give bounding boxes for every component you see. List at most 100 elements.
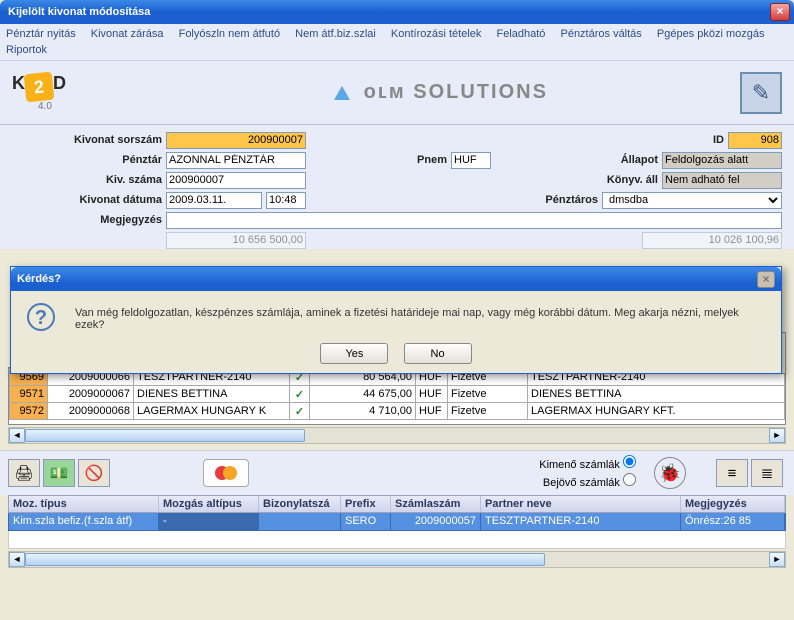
dialog-text: Van még feldolgozatlan, készpénzes száml… [75,303,765,331]
dlm-logo: oʟᴍ SOLUTIONS [142,81,740,104]
table-row[interactable]: 95712009000067 DIENES BETTINA ✓44 675,00HU… [10,386,785,403]
cell-id: 2009000067 [48,386,134,403]
main-hscroll[interactable]: ◄ ► [8,427,786,444]
cell-id: 2009000068 [48,403,134,420]
radio-bejovo[interactable] [623,473,636,486]
dialog-titlebar: Kérdés? × [11,267,781,291]
edit-button[interactable]: ✎ [740,72,782,114]
label-megjegyzes: Megjegyzés [12,214,162,226]
label-penztar: Pénztár [12,154,162,166]
money-button[interactable]: 💵 [43,459,75,487]
cell-prefix: SERO [341,513,391,530]
select-penztaros[interactable]: dmsdba [602,192,782,209]
table-row[interactable]: 95722009000068LAGERMAX HUNGARY K✓4 710,0… [10,403,785,420]
hdr-prefix[interactable]: Prefix [341,496,391,512]
label-id: ID [694,134,724,146]
input-pnem[interactable] [451,152,491,169]
bottom-header: Moz. típus Mozgás altípus Bizonylatszá P… [8,495,786,513]
k2d-2: 2 [24,72,55,103]
radio-kimeno[interactable] [623,455,636,468]
menu-penztar-nyitas[interactable]: Pénztár nyitás [6,26,76,42]
cell-amount: 4 710,00 [310,403,416,420]
menu-riportok[interactable]: Riportok [6,42,47,58]
triangle-icon [334,86,350,100]
list-button-1[interactable]: ≡ [716,459,748,487]
window-title: Kijelölt kivonat módosítása [4,6,770,18]
dlm-text: oʟᴍ SOLUTIONS [364,81,548,103]
menu-kontirozasi[interactable]: Kontírozási tételek [391,26,482,42]
yes-button[interactable]: Yes [320,343,388,364]
cell-mozgas-altipus[interactable]: - [159,513,259,530]
radio-kimeno-label[interactable]: Kimenő számlák [539,455,636,473]
menu-folyoszln[interactable]: Folyószln nem átfutó [179,26,281,42]
cell-check[interactable]: ✓ [290,386,310,403]
cell-partner: LAGERMAX HUNGARY K [134,403,290,420]
input-kiv-szama[interactable] [166,172,306,189]
bug-button[interactable]: 🐞 [654,457,686,489]
menu-bar: Pénztár nyitás Kivonat zárása Folyószln … [0,24,794,61]
print-cancel-button[interactable]: 🚫 [78,459,110,487]
print-button[interactable]: 🖨 [8,459,40,487]
bscroll-left[interactable]: ◄ [9,552,25,567]
bottom-row[interactable]: Kim.szla befiz.(f.szla átf) - SERO 20090… [8,513,786,531]
cell-partner: TESZTPARTNER-2140 [481,513,681,530]
bscroll-thumb[interactable] [25,553,545,566]
menu-pgepes[interactable]: Pgépes pközi mozgás [657,26,765,42]
hdr-megjegyzes[interactable]: Megjegyzés [681,496,785,512]
no-button[interactable]: No [404,343,472,364]
cell-partner2: DIENES BETTINA [528,386,785,403]
cell-partner2: LAGERMAX HUNGARY KFT. [528,403,785,420]
form-area: Kivonat sorszám ID Pénztár Pnem Állapot … [0,125,794,249]
hdr-mozgas-altipus[interactable]: Mozgás altípus [159,496,259,512]
invoice-radios: Kimenő számlák Bejövő számlák [539,455,636,491]
dialog-close[interactable]: × [757,271,775,288]
card-icon[interactable] [203,459,249,487]
cell-currency: HUF [416,386,448,403]
cell-bizonylat [259,513,341,530]
cell-status: Fizetve [448,403,528,420]
label-kivonat-datuma: Kivonat dátuma [12,194,162,206]
label-allapot: Állapot [598,154,658,166]
scroll-left[interactable]: ◄ [9,428,25,443]
label-konyv-all: Könyv. áll [588,174,658,186]
input-nyito [166,232,306,249]
input-zaro [642,232,782,249]
input-kivonat-datuma[interactable] [166,192,262,209]
menu-nem-atf[interactable]: Nem átf.biz.szlai [295,26,376,42]
scroll-thumb[interactable] [25,429,305,442]
label-kivonat-sorszam: Kivonat sorszám [12,134,162,146]
cell-check[interactable]: ✓ [290,403,310,420]
logo-area: K2D 4.0 oʟᴍ SOLUTIONS ✎ [0,61,794,125]
toolbar: 🖨 💵 🚫 Kimenő számlák Bejövő számlák 🐞 ≡ … [0,450,794,495]
cell-currency: HUF [416,403,448,420]
dialog-title: Kérdés? [17,273,757,285]
cell-szamlaszam: 2009000057 [391,513,481,530]
hdr-partner[interactable]: Partner neve [481,496,681,512]
label-kiv-szama: Kiv. száma [12,174,162,186]
menu-penztaros-valtas[interactable]: Pénztáros váltás [560,26,641,42]
cell-amount: 44 675,00 [310,386,416,403]
menu-feladhato[interactable]: Feladható [496,26,545,42]
main-grid: 95692009000066TESZTPARTNER-2140✓80 564,0… [8,367,786,425]
input-kivonat-sorszam[interactable] [166,132,306,149]
scroll-right[interactable]: ► [769,428,785,443]
cell-n: 9571 [10,386,48,403]
input-id[interactable] [728,132,782,149]
input-penztar[interactable] [166,152,306,169]
cell-moz-tipus: Kim.szla befiz.(f.szla átf) [9,513,159,530]
hdr-szamlaszam[interactable]: Számlaszám [391,496,481,512]
input-megjegyzes[interactable] [166,212,782,229]
menu-kivonat-zarasa[interactable]: Kivonat zárása [91,26,164,42]
radio-bejovo-label[interactable]: Bejövő számlák [539,473,636,491]
close-button[interactable]: × [770,3,790,21]
cell-megjegyzes: Önrész:26 85 [681,513,785,530]
input-kivonat-time[interactable] [266,192,306,209]
k2d-version: 4.0 [38,101,142,112]
bottom-hscroll[interactable]: ◄ ► [8,551,786,568]
hdr-moz-tipus[interactable]: Moz. típus [9,496,159,512]
label-penztaros: Pénztáros [528,194,598,206]
list-button-2[interactable]: ≣ [751,459,783,487]
question-dialog: Kérdés? × ? Van még feldolgozatlan, kész… [10,266,782,374]
hdr-bizonylat[interactable]: Bizonylatszá [259,496,341,512]
bscroll-right[interactable]: ► [769,552,785,567]
